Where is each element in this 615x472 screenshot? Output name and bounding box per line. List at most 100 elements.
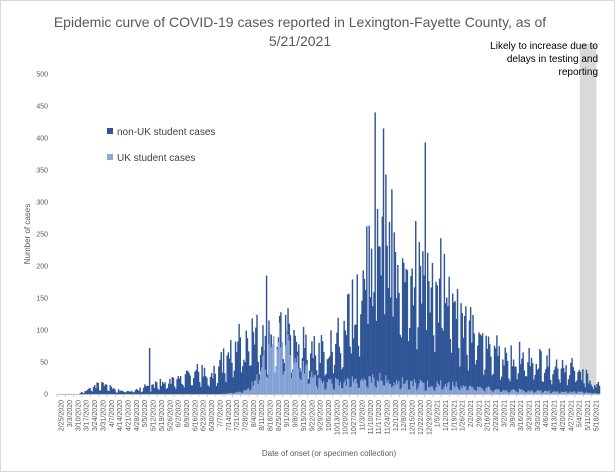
bar-non-uk-day-278 bbox=[388, 221, 391, 394]
bar-non-uk-day-333 bbox=[454, 301, 456, 394]
bar-non-uk-day-208 bbox=[305, 334, 307, 394]
bar-non-uk-day-119 bbox=[199, 382, 201, 394]
bar-non-uk-day-118 bbox=[197, 371, 200, 394]
x-tick-label-23: 8/4/2020 bbox=[251, 400, 258, 427]
bar-non-uk-day-47 bbox=[113, 388, 115, 394]
bar-non-uk-day-329 bbox=[449, 339, 452, 394]
bar-non-uk-day-81 bbox=[153, 387, 156, 394]
bar-uk-day-449 bbox=[592, 393, 595, 394]
bar-non-uk-day-244 bbox=[348, 293, 350, 394]
bar-non-uk-day-31 bbox=[93, 384, 96, 394]
bar-uk-day-325 bbox=[444, 383, 447, 394]
bar-uk-day-187 bbox=[280, 347, 282, 394]
bar-uk-day-247 bbox=[351, 376, 354, 394]
bar-non-uk-day-42 bbox=[107, 390, 109, 394]
bar-non-uk-day-114 bbox=[193, 378, 195, 394]
bar-non-uk-day-298 bbox=[412, 305, 415, 394]
bar-non-uk-day-421 bbox=[559, 382, 561, 394]
bar-non-uk-day-232 bbox=[333, 364, 336, 394]
bar-uk-day-310 bbox=[426, 380, 429, 394]
y-tick-label-400: 400 bbox=[36, 136, 48, 143]
bar-non-uk-day-419 bbox=[557, 368, 559, 394]
bar-non-uk-day-387 bbox=[518, 341, 521, 394]
bar-uk-day-233 bbox=[335, 377, 337, 394]
bar-non-uk-day-397 bbox=[530, 357, 533, 394]
chart-title-line-1: Epidemic curve of COVID-19 cases reporte… bbox=[54, 14, 546, 30]
bar-uk-day-146 bbox=[231, 392, 233, 394]
bar-uk-day-165 bbox=[253, 380, 256, 394]
x-tick-label-48: 1/26/2021 bbox=[460, 400, 467, 431]
bar-non-uk-day-148 bbox=[233, 370, 236, 394]
bar-uk-day-416 bbox=[553, 391, 555, 394]
bar-uk-day-406 bbox=[541, 392, 543, 394]
bar-uk-day-388 bbox=[520, 389, 522, 394]
bar-non-uk-day-93 bbox=[167, 383, 170, 394]
bar-uk-day-361 bbox=[487, 386, 490, 394]
bar-non-uk-day-276 bbox=[386, 245, 388, 394]
bar-non-uk-day-115 bbox=[194, 371, 196, 394]
bar-non-uk-day-120 bbox=[200, 386, 202, 394]
bar-non-uk-day-434 bbox=[574, 382, 577, 394]
bar-non-uk-day-265 bbox=[373, 292, 375, 394]
bar-non-uk-day-355 bbox=[480, 335, 483, 394]
x-tick-label-13: 5/26/2020 bbox=[167, 400, 174, 431]
bar-non-uk-day-292 bbox=[405, 268, 407, 394]
bar-uk-day-346 bbox=[469, 385, 472, 394]
bar-non-uk-day-85 bbox=[158, 389, 160, 394]
bar-uk-day-144 bbox=[228, 393, 231, 394]
bar-uk-day-162 bbox=[250, 389, 252, 394]
bar-uk-day-234 bbox=[336, 379, 338, 394]
bar-non-uk-day-411 bbox=[547, 366, 549, 394]
bar-non-uk-day-395 bbox=[528, 347, 530, 394]
bar-uk-day-264 bbox=[372, 374, 374, 394]
bar-non-uk-day-319 bbox=[437, 322, 440, 394]
bar-non-uk-day-440 bbox=[582, 369, 584, 394]
bar-uk-day-427 bbox=[566, 392, 569, 394]
bar-non-uk-day-165 bbox=[253, 344, 256, 394]
bar-non-uk-day-132 bbox=[214, 373, 216, 394]
bar-uk-day-267 bbox=[375, 387, 378, 394]
bar-non-uk-day-375 bbox=[504, 347, 506, 394]
bar-uk-day-450 bbox=[594, 392, 596, 394]
bar-non-uk-day-34 bbox=[97, 382, 100, 394]
bar-uk-day-216 bbox=[314, 374, 317, 394]
bar-non-uk-day-289 bbox=[401, 258, 404, 394]
bar-non-uk-day-136 bbox=[219, 359, 221, 394]
bar-non-uk-day-332 bbox=[453, 302, 455, 394]
bar-non-uk-day-296 bbox=[410, 276, 412, 394]
bar-non-uk-day-431 bbox=[571, 358, 573, 394]
bar-uk-day-371 bbox=[499, 391, 502, 394]
bar-non-uk-day-98 bbox=[173, 386, 176, 394]
bar-uk-day-257 bbox=[363, 378, 366, 394]
chart-title-line-2: 5/21/2021 bbox=[269, 33, 331, 49]
bar-non-uk-day-438 bbox=[579, 371, 582, 394]
bar-non-uk-day-377 bbox=[506, 360, 509, 394]
bar-non-uk-day-338 bbox=[460, 303, 462, 394]
bars-layer bbox=[61, 112, 601, 395]
bar-uk-day-387 bbox=[518, 388, 521, 394]
bar-uk-day-386 bbox=[517, 392, 520, 394]
bar-uk-day-277 bbox=[387, 379, 390, 394]
bar-uk-day-423 bbox=[561, 392, 564, 394]
bar-uk-day-302 bbox=[417, 387, 419, 394]
bar-non-uk-day-56 bbox=[123, 392, 126, 394]
bar-non-uk-day-422 bbox=[560, 368, 563, 394]
bar-uk-day-446 bbox=[589, 392, 591, 394]
bar-non-uk-day-139 bbox=[222, 348, 225, 394]
bar-uk-day-167 bbox=[256, 374, 258, 394]
bar-uk-day-164 bbox=[252, 385, 255, 394]
bar-non-uk-day-402 bbox=[536, 369, 539, 394]
bar-uk-day-314 bbox=[431, 386, 434, 394]
bar-non-uk-day-336 bbox=[457, 348, 460, 394]
bar-non-uk-day-124 bbox=[204, 376, 207, 394]
bar-uk-day-262 bbox=[369, 376, 372, 394]
bar-non-uk-day-24 bbox=[85, 390, 88, 394]
x-tick-label-5: 3/31/2020 bbox=[100, 400, 107, 431]
bar-uk-day-254 bbox=[360, 380, 362, 394]
bar-uk-day-331 bbox=[452, 381, 454, 394]
bar-uk-day-297 bbox=[411, 380, 413, 394]
bar-uk-day-265 bbox=[373, 377, 375, 394]
bar-uk-day-230 bbox=[331, 383, 333, 394]
x-tick-label-17: 6/23/2020 bbox=[201, 400, 208, 431]
bar-non-uk-day-55 bbox=[122, 391, 125, 394]
